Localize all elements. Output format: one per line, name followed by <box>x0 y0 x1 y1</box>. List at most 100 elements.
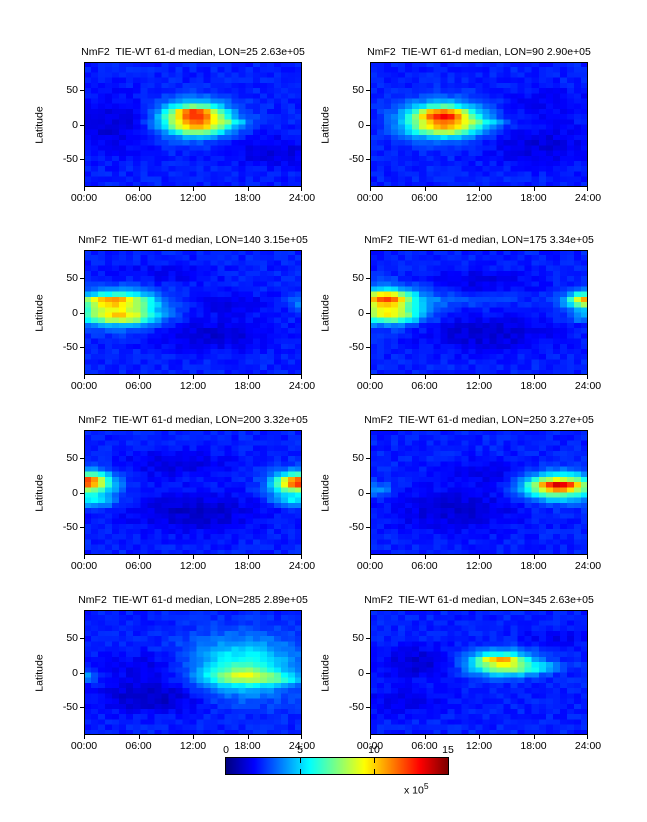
subplot-title: NmF2 TIE-WT 61-d median, LON=175 3.34e+0… <box>364 234 594 246</box>
x-tick-mark <box>479 187 480 191</box>
x-tick-label: 00:00 <box>356 380 384 392</box>
x-tick-mark <box>247 187 249 191</box>
y-tick-mark <box>366 347 370 349</box>
x-tick-label: 12:00 <box>179 380 207 392</box>
heatmap-canvas <box>84 62 302 187</box>
plot-border <box>370 610 588 735</box>
y-tick-mark <box>366 89 370 91</box>
y-tick-label: -50 <box>348 153 364 166</box>
subplot-title: NmF2 TIE-WT 61-d median, LON=200 3.32e+0… <box>78 414 308 426</box>
x-tick-label: 18:00 <box>520 560 547 572</box>
colorbar-scale-label: x 105 <box>404 781 429 797</box>
y-tick-label: -50 <box>348 701 364 714</box>
x-tick-label: 00:00 <box>70 740 98 752</box>
x-tick-label: 18:00 <box>234 192 261 204</box>
x-tick-mark <box>247 735 249 739</box>
y-tick-label: 0 <box>72 306 78 319</box>
x-tick-mark <box>587 555 588 559</box>
x-tick-label: 24:00 <box>288 740 316 752</box>
y-tick-label: -50 <box>348 341 364 354</box>
subplot-lon-175: NmF2 TIE-WT 61-d median, LON=175 3.34e+0… <box>320 234 601 392</box>
x-tick-mark <box>479 735 480 739</box>
colorbar-tick-mark <box>300 758 301 763</box>
x-tick-mark <box>138 187 140 191</box>
x-tick-label: 12:00 <box>465 740 493 752</box>
x-tick-mark <box>138 375 140 379</box>
x-tick-mark <box>587 735 588 739</box>
x-tick-label: 00:00 <box>356 560 384 572</box>
x-tick-mark <box>479 555 480 559</box>
x-tick-mark <box>247 375 249 379</box>
x-tick-label: 12:00 <box>179 192 207 204</box>
colorbar-tick-label: 5 <box>297 744 303 756</box>
heatmap-canvas <box>84 430 302 555</box>
x-tick-label: 00:00 <box>70 560 98 572</box>
x-tick-mark <box>84 735 85 739</box>
subplot-title: NmF2 TIE-WT 61-d median, LON=285 2.89e+0… <box>78 594 308 606</box>
plot-border <box>370 62 588 187</box>
x-tick-mark <box>424 555 426 559</box>
x-tick-label: 06:00 <box>411 560 438 572</box>
x-tick-mark <box>533 375 535 379</box>
plot-border <box>370 250 588 375</box>
x-tick-label: 18:00 <box>520 740 547 752</box>
y-tick-label: 0 <box>72 486 78 499</box>
x-tick-label: 06:00 <box>125 560 152 572</box>
x-tick-mark <box>533 555 535 559</box>
y-tick-mark <box>366 159 370 161</box>
x-tick-label: 18:00 <box>234 740 261 752</box>
subplot-title: NmF2 TIE-WT 61-d median, LON=345 2.63e+0… <box>364 594 594 606</box>
x-tick-mark <box>84 555 85 559</box>
y-tick-label: 50 <box>352 271 364 284</box>
x-tick-mark <box>193 555 194 559</box>
x-tick-mark <box>193 187 194 191</box>
y-tick-label: 0 <box>358 306 364 319</box>
x-tick-label: 12:00 <box>179 560 207 572</box>
x-tick-label: 24:00 <box>574 380 602 392</box>
heatmap-canvas <box>370 250 588 375</box>
subplot-lon-90: NmF2 TIE-WT 61-d median, LON=90 2.90e+05… <box>320 46 601 204</box>
y-tick-mark <box>366 312 370 314</box>
y-tick-mark <box>80 707 84 709</box>
x-tick-label: 06:00 <box>411 740 438 752</box>
x-tick-mark <box>424 187 426 191</box>
subplot-lon-200: NmF2 TIE-WT 61-d median, LON=200 3.32e+0… <box>34 414 315 572</box>
x-tick-label: 00:00 <box>70 380 98 392</box>
y-tick-mark <box>366 672 370 674</box>
heatmap-canvas <box>84 250 302 375</box>
y-tick-mark <box>366 124 370 126</box>
x-tick-mark <box>301 555 302 559</box>
plot-border <box>370 430 588 555</box>
y-tick-label: 0 <box>358 118 364 131</box>
y-tick-label: 0 <box>358 666 364 679</box>
x-tick-mark <box>424 375 426 379</box>
x-tick-mark <box>424 735 426 739</box>
x-tick-mark <box>247 555 249 559</box>
y-tick-label: 50 <box>352 451 364 464</box>
y-tick-mark <box>80 347 84 349</box>
y-tick-label: 0 <box>72 118 78 131</box>
x-tick-mark <box>370 555 371 559</box>
x-tick-label: 12:00 <box>179 740 207 752</box>
x-tick-label: 24:00 <box>288 380 316 392</box>
y-tick-label: 50 <box>352 83 364 96</box>
subplot-lon-285: NmF2 TIE-WT 61-d median, LON=285 2.89e+0… <box>34 594 315 752</box>
subplot-title: NmF2 TIE-WT 61-d median, LON=250 3.27e+0… <box>364 414 594 426</box>
x-tick-mark <box>301 375 302 379</box>
y-tick-mark <box>80 312 84 314</box>
y-tick-label: 50 <box>66 271 78 284</box>
x-tick-label: 18:00 <box>520 192 547 204</box>
colorbar-tick-label: 10 <box>368 744 380 756</box>
plot-border <box>84 250 302 375</box>
y-tick-label: -50 <box>62 341 78 354</box>
y-tick-label: -50 <box>348 521 364 534</box>
x-tick-mark <box>138 555 140 559</box>
subplot-lon-140: NmF2 TIE-WT 61-d median, LON=140 3.15e+0… <box>34 234 315 392</box>
colorbar-tick-mark <box>374 769 375 774</box>
y-tick-mark <box>80 277 84 279</box>
y-tick-label: -50 <box>62 521 78 534</box>
y-tick-label: 50 <box>66 451 78 464</box>
x-tick-label: 18:00 <box>234 380 261 392</box>
colorbar-tick-mark <box>300 769 301 774</box>
